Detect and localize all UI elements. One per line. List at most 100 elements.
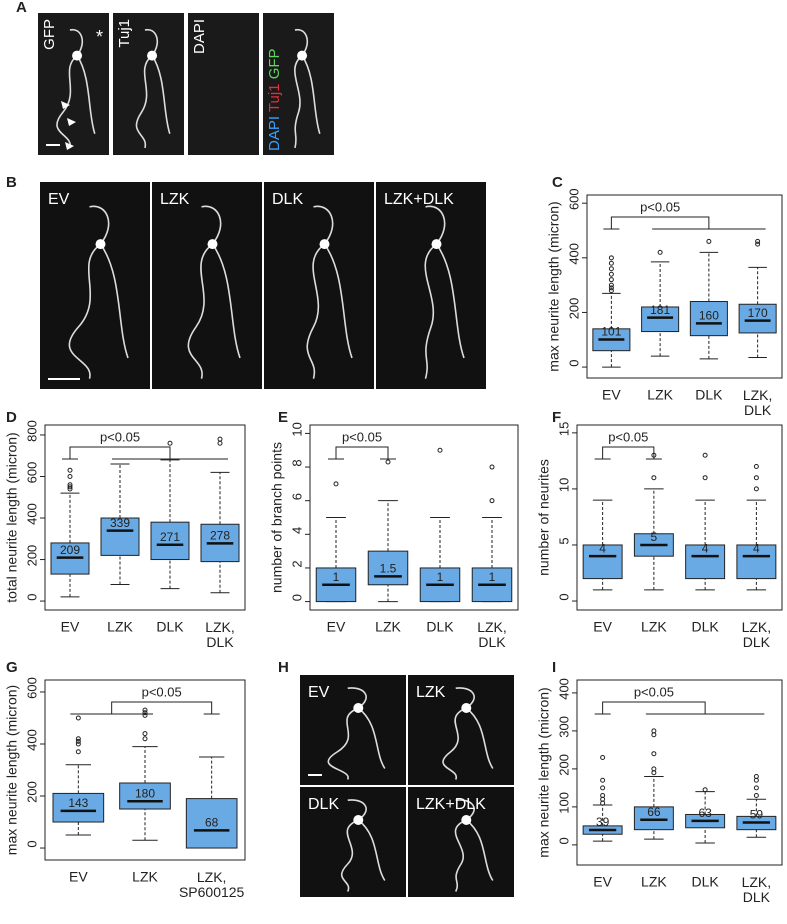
- median-label: 181: [650, 303, 670, 317]
- merge-channel: DAPI: [266, 112, 283, 151]
- outlier: [702, 787, 708, 793]
- channel-label: Tuj1: [116, 19, 133, 48]
- box: [52, 792, 105, 823]
- plot-frame: [44, 679, 246, 861]
- panel-label: A: [16, 0, 27, 16]
- significance-label: p<0.05: [640, 199, 680, 214]
- arrowhead: [67, 118, 76, 126]
- x-tick-label: LZK, DLK: [205, 619, 235, 650]
- outlier: [753, 785, 759, 791]
- y-tick-label: 200: [24, 545, 39, 567]
- outlier: [608, 271, 614, 277]
- y-tick-label: 200: [566, 298, 581, 320]
- x-tick-label: LZK, SP600125: [179, 869, 245, 900]
- outlier: [75, 749, 81, 755]
- y-tick-label: 5: [556, 537, 571, 544]
- x-tick-label: DLK: [692, 619, 720, 635]
- micrograph: [408, 787, 514, 897]
- soma: [72, 50, 83, 61]
- micrograph: [263, 13, 334, 155]
- y-tick-label: 400: [24, 729, 39, 751]
- box: [150, 521, 190, 561]
- significance-label: p<0.05: [100, 429, 140, 444]
- x-tick-label: DLK: [692, 874, 720, 890]
- y-tick-label: 600: [24, 462, 39, 484]
- condition-label: LZK: [416, 684, 446, 701]
- significance-label: p<0.05: [608, 429, 648, 444]
- outlier: [753, 475, 759, 481]
- annotation: *: [96, 27, 103, 47]
- neurite: [306, 205, 353, 379]
- significance-bracket: [62, 446, 228, 460]
- outlier: [753, 792, 759, 798]
- box: [689, 301, 728, 337]
- median-label: 59: [750, 808, 764, 822]
- outlier: [75, 741, 81, 747]
- median-label: 1: [489, 570, 496, 584]
- panel-label: G: [6, 659, 18, 676]
- arrowhead: [61, 101, 70, 109]
- box: [119, 782, 171, 810]
- outlier: [385, 459, 391, 465]
- x-tick-label: EV: [61, 619, 80, 635]
- median-label: 4: [599, 541, 606, 555]
- outlier: [142, 707, 148, 713]
- y-tick-label: 400: [24, 503, 39, 525]
- plot-frame: [576, 424, 783, 611]
- x-tick-label: LZK: [647, 387, 673, 403]
- outlier: [753, 463, 759, 469]
- y-axis-label: max neurite length (micron): [536, 687, 552, 857]
- median-label: 68: [205, 816, 219, 830]
- outlier: [489, 498, 495, 504]
- y-tick-label: 400: [566, 243, 581, 265]
- median-label: 66: [647, 805, 661, 819]
- x-tick-label: LZK: [107, 619, 133, 635]
- x-tick-label: EV: [602, 387, 621, 403]
- outlier: [657, 249, 663, 255]
- outlier: [600, 777, 606, 783]
- soma: [461, 703, 472, 713]
- x-tick-label: DLK: [695, 387, 723, 403]
- y-axis-label: max neurite length (micron): [4, 685, 20, 855]
- panel-label: H: [278, 659, 289, 676]
- outlier: [702, 475, 708, 481]
- outlier: [651, 475, 657, 481]
- merge-channel: GFP: [266, 48, 283, 79]
- x-tick-label: LZK: [375, 619, 401, 635]
- y-tick-label: 100: [556, 792, 571, 814]
- outlier: [142, 731, 148, 737]
- y-tick-label: 8: [289, 459, 304, 466]
- box: [367, 550, 409, 586]
- outlier: [608, 266, 614, 272]
- y-axis-label: total neurite length (micron): [4, 432, 20, 602]
- outlier: [75, 736, 81, 742]
- box: [100, 517, 140, 556]
- outlier: [489, 464, 495, 470]
- micrograph: [300, 675, 406, 785]
- outlier: [142, 736, 148, 742]
- neurite: [68, 205, 129, 379]
- outlier: [651, 728, 657, 734]
- outlier: [753, 773, 759, 779]
- micrograph: [408, 675, 514, 785]
- soma: [353, 703, 364, 713]
- median-label: 180: [135, 786, 155, 800]
- outlier: [608, 255, 614, 261]
- significance-bracket: [70, 701, 220, 715]
- significance-label: p<0.05: [342, 429, 382, 444]
- outlier: [67, 484, 73, 490]
- median-label: 209: [60, 543, 80, 557]
- merge-label: DAPI Tuj1 GFP: [266, 48, 283, 151]
- significance-bracket: [328, 446, 396, 460]
- box: [185, 798, 238, 849]
- median-label: 143: [68, 796, 88, 810]
- micrograph: [40, 182, 150, 389]
- box: [582, 544, 623, 580]
- y-tick-label: 800: [24, 420, 39, 442]
- outlier: [142, 712, 148, 718]
- box: [633, 806, 674, 831]
- box: [641, 306, 680, 333]
- merge-channel: Tuj1: [266, 79, 283, 112]
- outlier: [651, 766, 657, 772]
